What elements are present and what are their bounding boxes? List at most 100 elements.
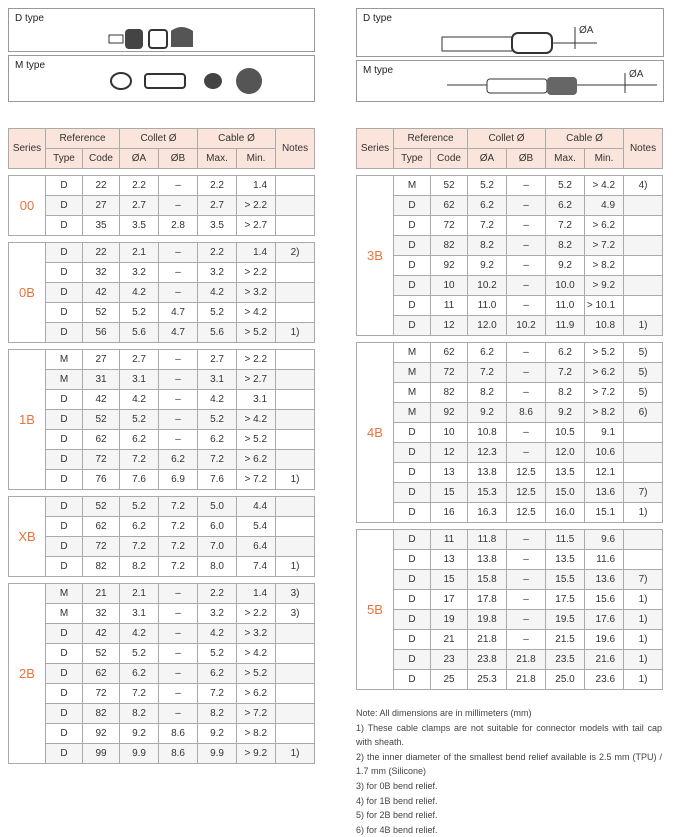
- cell-code: 62: [81, 663, 121, 684]
- cell-cable-min: 5.4: [236, 516, 277, 537]
- note-4: 4) for 1B bend relief.: [356, 795, 438, 806]
- cell-collet-a: 6.2: [467, 342, 508, 363]
- cell-cable-min: 13.6: [584, 482, 625, 503]
- series-label: 2B: [8, 583, 46, 764]
- cell-notes: [275, 349, 316, 370]
- cell-code: 82: [429, 382, 469, 403]
- m-type-parts-image: M type: [8, 55, 315, 102]
- cell-cable-min: 1.4: [236, 583, 277, 604]
- cell-collet-b: –: [506, 589, 547, 610]
- table-row: D 25 25.3 21.8 25.0 23.6 1): [357, 669, 664, 690]
- cell-cable-max: 4.2: [197, 282, 238, 303]
- cell-type: D: [45, 389, 83, 410]
- cell-cable-min: 3.1: [236, 389, 277, 410]
- cell-collet-b: –: [506, 609, 547, 630]
- header-collet: Collet Ø: [119, 128, 199, 149]
- cell-type: D: [393, 609, 431, 630]
- header-cable: Cable Ø: [545, 128, 625, 149]
- cell-collet-a: 4.2: [119, 623, 160, 644]
- table-row: 00 D 22 2.2–2.2 1.4: [8, 175, 316, 236]
- table-row: D 99 9.9 8.6 9.9 > 9.2 1): [8, 743, 316, 764]
- cell-code: 92: [429, 255, 469, 276]
- header-max: Max.: [545, 148, 586, 169]
- cell-collet-b: –: [158, 282, 199, 303]
- table-row: D 82 8.2–8.2 > 7.2: [356, 235, 664, 256]
- m-type-assembly-image: M type ØA: [356, 60, 664, 102]
- cell-collet-a: 5.2: [119, 409, 160, 430]
- cell-cable-max: 8.2: [545, 235, 586, 256]
- cell-cable-max: 10.5: [545, 422, 586, 443]
- cell-notes: 2): [275, 242, 316, 263]
- cell-notes: 5): [623, 342, 664, 363]
- cell-notes: [275, 389, 316, 410]
- cell-collet-b: –: [506, 529, 547, 550]
- cell-type: D: [45, 215, 83, 236]
- cell-cable-min: > 8.2: [236, 723, 277, 744]
- cell-type: D: [45, 556, 83, 577]
- cell-cable-max: 7.6: [197, 469, 238, 490]
- cell-cable-min: 17.6: [584, 609, 625, 630]
- cell-cable-max: 23.5: [545, 649, 586, 670]
- table-row: D 62 6.2–6.2 > 5.2: [8, 663, 316, 684]
- subheader-row: Type Code ØA ØB Max. Min.: [357, 148, 663, 169]
- cell-notes: 5): [623, 382, 664, 403]
- cell-cable-max: 3.2: [197, 262, 238, 283]
- cell-code: 62: [81, 429, 121, 450]
- series-label: 1B: [8, 349, 46, 490]
- cell-cable-max: 3.2: [197, 603, 238, 624]
- table-row: D 15 15.8–15.5 13.6 7): [356, 569, 664, 590]
- cell-cable-min: 15.1: [584, 502, 625, 523]
- cell-code: 32: [81, 603, 121, 624]
- cell-code: 15: [429, 482, 469, 503]
- cell-type: D: [393, 529, 431, 550]
- cell-cable-max: 2.2: [197, 583, 238, 604]
- cell-notes: [275, 409, 316, 430]
- header-min: Min.: [584, 148, 625, 169]
- cell-collet-b: 7.2: [158, 516, 199, 537]
- cell-notes: 5): [623, 362, 664, 383]
- header-row: Series Reference Collet Ø Cable Ø Notes: [8, 128, 316, 169]
- table-row: 3B M 52 5.2–5.2 > 4.2 4): [356, 175, 664, 336]
- cell-code: 15: [429, 569, 469, 590]
- table-row: 1B M 27 2.7–2.7 > 2.2: [8, 349, 316, 490]
- cell-type: D: [45, 175, 83, 196]
- cell-code: 72: [429, 215, 469, 236]
- table-row: D 42 4.2–4.2 3.1: [9, 389, 316, 410]
- cell-cable-max: 5.2: [197, 302, 238, 323]
- cell-notes: [275, 449, 316, 470]
- table-row: D 10 10.8–10.5 9.1: [357, 422, 664, 443]
- cell-notes: [275, 215, 316, 236]
- cell-collet-a: 9.9: [119, 743, 160, 764]
- cell-notes: [275, 683, 316, 704]
- diameter-a-label: ØA: [629, 69, 644, 80]
- cell-cable-max: 6.0: [197, 516, 238, 537]
- cell-collet-b: –: [158, 195, 199, 216]
- cell-notes: [275, 663, 316, 684]
- cell-collet-a: 5.2: [119, 302, 160, 323]
- cell-collet-b: –: [158, 663, 199, 684]
- cell-type: D: [45, 195, 83, 216]
- cell-notes: 7): [623, 482, 664, 503]
- group-gap: [9, 169, 315, 176]
- cell-collet-b: 7.2: [158, 556, 199, 577]
- cell-notes: [623, 549, 664, 570]
- cell-cable-min: 4.9: [584, 195, 625, 216]
- group-gap: [9, 236, 315, 243]
- notes-section: Note: All dimensions are in millimeters …: [356, 706, 662, 837]
- cell-notes: [275, 282, 316, 303]
- table-row: D 11 11.0–11.0 > 10.1: [357, 295, 664, 316]
- cell-notes: [275, 643, 316, 664]
- cell-collet-b: –: [158, 175, 199, 196]
- cell-collet-a: 6.2: [119, 663, 160, 684]
- cell-cable-min: > 5.2: [584, 342, 625, 363]
- table-row: D 12 12.0 10.2 11.9 10.8 1): [356, 315, 664, 336]
- cell-collet-a: 15.3: [467, 482, 508, 503]
- cell-type: D: [393, 502, 431, 523]
- cell-cable-max: 7.0: [197, 536, 238, 557]
- header-reference: Reference: [392, 128, 469, 149]
- cell-cable-max: 19.5: [545, 609, 586, 630]
- cell-notes: [275, 703, 316, 724]
- cell-cable-max: 25.0: [545, 669, 586, 690]
- cell-notes: 1): [623, 502, 664, 523]
- cell-cable-max: 8.2: [197, 703, 238, 724]
